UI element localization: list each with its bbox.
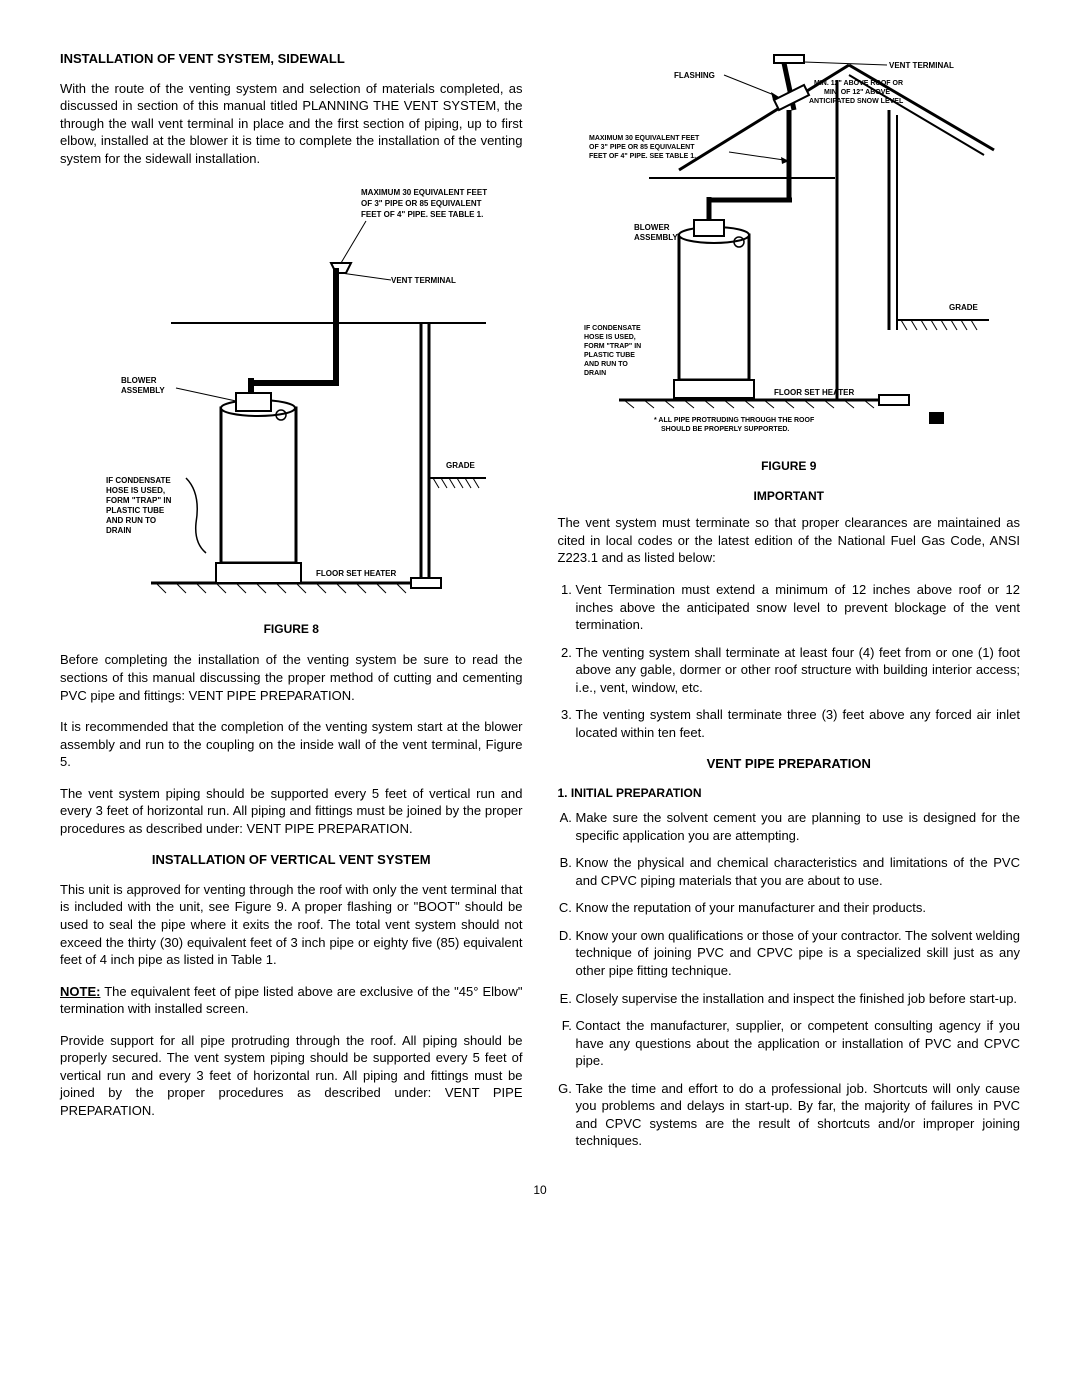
para-sidewall-intro: With the route of the venting system and… [60, 80, 523, 168]
svg-text:PLASTIC TUBE: PLASTIC TUBE [584, 352, 635, 359]
heading-install-sidewall: INSTALLATION OF VENT SYSTEM, SIDEWALL [60, 50, 523, 68]
para-vertical-intro: This unit is approved for venting throug… [60, 881, 523, 969]
para-clearances: The vent system must terminate so that p… [558, 514, 1021, 567]
note-text: The equivalent feet of pipe listed above… [60, 984, 523, 1017]
list-item: The venting system shall terminate three… [576, 706, 1021, 741]
list-item: Know the physical and chemical character… [576, 854, 1021, 889]
svg-text:PLASTIC TUBE: PLASTIC TUBE [106, 506, 165, 515]
svg-text:GRADE: GRADE [949, 303, 979, 312]
svg-text:GRADE: GRADE [446, 461, 476, 470]
svg-text:FORM "TRAP" IN: FORM "TRAP" IN [584, 343, 641, 350]
svg-text:SHOULD BE PROPERLY SUPPORTED.: SHOULD BE PROPERLY SUPPORTED. [661, 426, 789, 433]
svg-text:AND RUN TO: AND RUN TO [106, 516, 156, 525]
subhead-initial-prep: 1. INITIAL PREPARATION [558, 785, 1021, 801]
initial-prep-list: Make sure the solvent cement you are pla… [558, 809, 1021, 1150]
svg-text:AND RUN TO: AND RUN TO [584, 361, 628, 368]
figure-9: FLASHING VENT TERMINAL MIN. 12" ABOVE RO… [558, 50, 1021, 450]
svg-text:ASSEMBLY: ASSEMBLY [634, 233, 678, 242]
svg-text:IF CONDENSATE: IF CONDENSATE [584, 325, 641, 332]
svg-text:ANTICIPATED SNOW LEVEL: ANTICIPATED SNOW LEVEL [809, 98, 904, 105]
svg-text:BLOWER: BLOWER [634, 223, 670, 232]
list-item: Make sure the solvent cement you are pla… [576, 809, 1021, 844]
figure-8-caption: FIGURE 8 [60, 621, 523, 637]
svg-text:MAXIMUM 30 EQUIVALENT FEET: MAXIMUM 30 EQUIVALENT FEET [589, 135, 700, 142]
list-item: The venting system shall terminate at le… [576, 644, 1021, 697]
list-item: Take the time and effort to do a profess… [576, 1080, 1021, 1150]
list-item: Contact the manufacturer, supplier, or c… [576, 1017, 1021, 1070]
svg-text:FEET OF 4" PIPE. SEE TABLE 1.: FEET OF 4" PIPE. SEE TABLE 1. [361, 210, 483, 219]
para-before-completing: Before completing the installation of th… [60, 651, 523, 704]
figure-8-svg: MAXIMUM 30 EQUIVALENT FEET OF 3" PIPE OR… [91, 183, 491, 613]
figure-9-caption: FIGURE 9 [558, 458, 1021, 474]
svg-text:FLOOR SET HEATER: FLOOR SET HEATER [774, 388, 855, 397]
clearance-list: Vent Termination must extend a minimum o… [558, 581, 1021, 741]
svg-text:MAXIMUM 30 EQUIVALENT FEET: MAXIMUM 30 EQUIVALENT FEET [361, 188, 487, 197]
svg-text:DRAIN: DRAIN [106, 526, 132, 535]
svg-text:FLASHING: FLASHING [674, 71, 715, 80]
figure-9-svg: FLASHING VENT TERMINAL MIN. 12" ABOVE RO… [579, 50, 999, 450]
figure-8: MAXIMUM 30 EQUIVALENT FEET OF 3" PIPE OR… [60, 183, 523, 613]
list-item: Vent Termination must extend a minimum o… [576, 581, 1021, 634]
para-support-roof: Provide support for all pipe protruding … [60, 1032, 523, 1120]
svg-text:OF 3" PIPE OR 85 EQUIVALENT: OF 3" PIPE OR 85 EQUIVALENT [361, 199, 482, 208]
svg-text:HOSE IS USED,: HOSE IS USED, [584, 334, 636, 341]
para-note: NOTE: The equivalent feet of pipe listed… [60, 983, 523, 1018]
svg-text:* ALL PIPE PROTRUDING THROUGH: * ALL PIPE PROTRUDING THROUGH THE ROOF [654, 417, 815, 424]
svg-text:VENT TERMINAL: VENT TERMINAL [391, 276, 456, 285]
list-item: Know the reputation of your manufacturer… [576, 899, 1021, 917]
svg-text:MIN. 12" ABOVE ROOF OR: MIN. 12" ABOVE ROOF OR [814, 80, 903, 87]
important-label: IMPORTANT [558, 488, 1021, 504]
page-number: 10 [60, 1182, 1020, 1198]
note-label: NOTE: [60, 984, 100, 999]
svg-text:BLOWER: BLOWER [121, 376, 157, 385]
svg-text:DRAIN: DRAIN [584, 370, 606, 377]
svg-text:ASSEMBLY: ASSEMBLY [121, 386, 165, 395]
list-item: Closely supervise the installation and i… [576, 990, 1021, 1008]
svg-text:MIN. OF 12" ABOVE: MIN. OF 12" ABOVE [824, 89, 890, 96]
svg-text:IF CONDENSATE: IF CONDENSATE [106, 476, 171, 485]
para-support: The vent system piping should be support… [60, 785, 523, 838]
svg-text:FLOOR SET HEATER: FLOOR SET HEATER [316, 569, 397, 578]
heading-vent-pipe-prep: VENT PIPE PREPARATION [558, 755, 1021, 773]
svg-text:FORM "TRAP" IN: FORM "TRAP" IN [106, 496, 172, 505]
para-recommended: It is recommended that the completion of… [60, 718, 523, 771]
heading-install-vertical: INSTALLATION OF VERTICAL VENT SYSTEM [60, 851, 523, 869]
list-item: Know your own qualifications or those of… [576, 927, 1021, 980]
svg-text:OF 3" PIPE OR 85 EQUIVALENT: OF 3" PIPE OR 85 EQUIVALENT [589, 144, 695, 151]
svg-text:FEET OF 4" PIPE. SEE TABLE 1.: FEET OF 4" PIPE. SEE TABLE 1. [589, 153, 696, 160]
svg-text:VENT TERMINAL: VENT TERMINAL [889, 61, 954, 70]
svg-text:HOSE IS USED,: HOSE IS USED, [106, 486, 165, 495]
